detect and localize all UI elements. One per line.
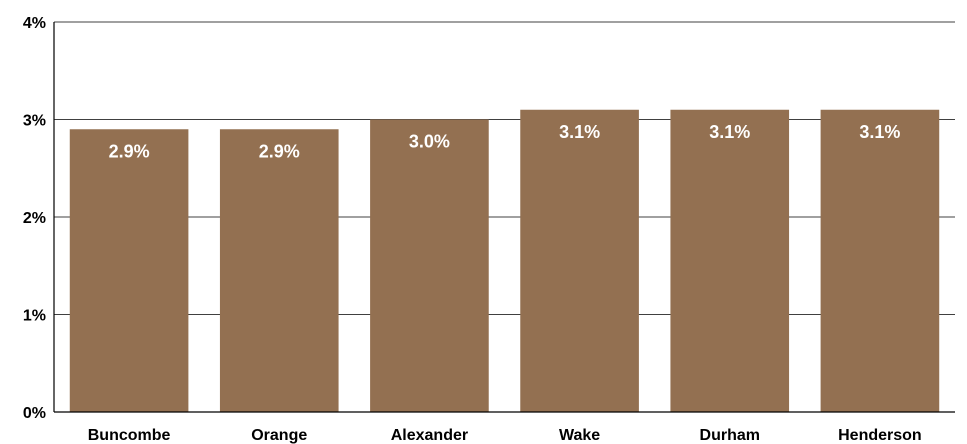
bar xyxy=(670,109,790,412)
data-label: 3.1% xyxy=(859,122,900,142)
bar xyxy=(69,129,189,412)
data-label: 3.1% xyxy=(559,122,600,142)
bars xyxy=(69,109,940,412)
y-tick-label: 4% xyxy=(23,15,46,32)
bar xyxy=(219,129,339,412)
data-label: 2.9% xyxy=(259,141,300,161)
gridlines xyxy=(54,21,955,315)
y-tick-label: 3% xyxy=(23,113,46,130)
bar xyxy=(520,109,639,412)
data-labels: 2.9% 2.9% 3.0% 3.1% 3.1% 3.1% xyxy=(109,122,901,162)
bar xyxy=(370,119,489,412)
y-tick-label: 1% xyxy=(23,308,46,325)
bar xyxy=(820,109,940,412)
y-tick-labels: 0% 1% 2% 3% 4% xyxy=(23,15,46,422)
y-tick-label: 0% xyxy=(23,405,46,422)
category-label: Wake xyxy=(559,427,600,444)
y-tick-label: 2% xyxy=(23,210,46,227)
category-label: Henderson xyxy=(838,427,922,444)
data-label: 2.9% xyxy=(109,141,150,161)
data-label: 3.0% xyxy=(409,132,450,152)
data-label: 3.1% xyxy=(709,122,750,142)
category-label: Alexander xyxy=(391,427,468,444)
category-labels: Buncombe Orange Alexander Wake Durham Henders… xyxy=(88,427,922,444)
category-label: Orange xyxy=(251,427,307,444)
category-label: Durham xyxy=(700,427,760,444)
category-label: Buncombe xyxy=(88,427,171,444)
axes xyxy=(53,22,955,413)
